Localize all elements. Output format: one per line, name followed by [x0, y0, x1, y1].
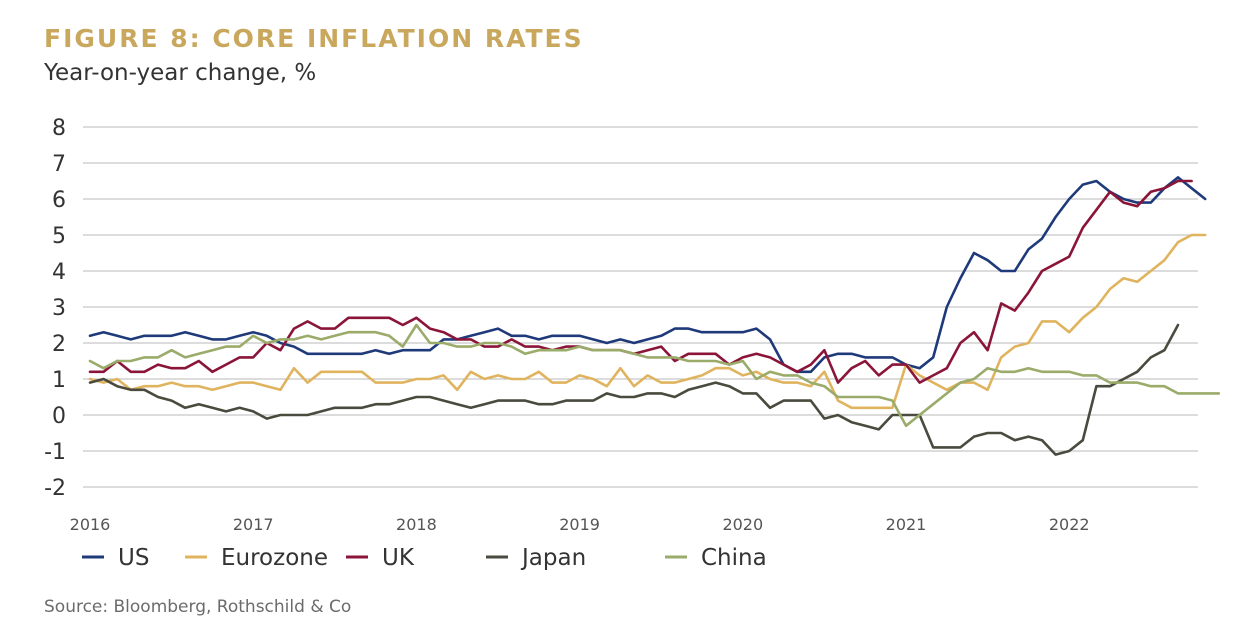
y-tick-label: -1 — [44, 440, 66, 465]
y-tick-label: 2 — [52, 332, 66, 357]
series-line-eurozone — [88, 233, 1207, 410]
source-note: Source: Bloomberg, Rothschild & Co — [44, 597, 352, 617]
y-tick-label: 1 — [52, 368, 66, 393]
legend-label-us: US — [118, 545, 149, 571]
series-line-uk — [88, 179, 1193, 384]
y-tick-label: 4 — [52, 260, 66, 285]
legend-label-uk: UK — [382, 545, 415, 571]
legend-label-eurozone: Eurozone — [221, 545, 328, 571]
x-tick-label: 2021 — [886, 515, 927, 534]
x-tick-label: 2016 — [70, 515, 111, 534]
x-tick-label: 2022 — [1049, 515, 1090, 534]
y-tick-label: 3 — [52, 296, 66, 321]
y-tick-label: -2 — [44, 476, 66, 501]
y-tick-label: 7 — [52, 152, 66, 177]
series-line-japan — [88, 323, 1180, 456]
x-tick-label: 2019 — [559, 515, 600, 534]
chart-subtitle: Year-on-year change, % — [44, 60, 317, 86]
chart-title: FIGURE 8: CORE INFLATION RATES — [44, 24, 584, 53]
legend-label-china: China — [701, 545, 767, 571]
x-tick-label: 2020 — [722, 515, 763, 534]
y-tick-label: 0 — [52, 404, 66, 429]
y-tick-label: 8 — [52, 116, 66, 141]
y-tick-label: 6 — [52, 188, 66, 213]
x-tick-label: 2018 — [396, 515, 437, 534]
x-tick-label: 2017 — [233, 515, 274, 534]
legend-label-japan: Japan — [520, 545, 586, 571]
series-line-china — [88, 323, 1221, 428]
y-tick-label: 5 — [52, 224, 66, 249]
